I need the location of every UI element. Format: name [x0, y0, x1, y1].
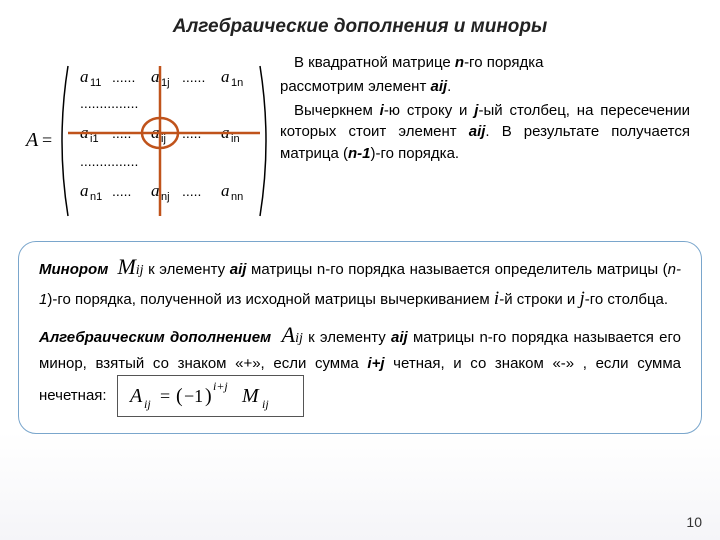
svg-text:a: a	[151, 181, 160, 200]
M-symbol: M	[117, 254, 135, 279]
ij-sub: ij	[295, 331, 303, 346]
t: рассмотрим элемент	[280, 78, 430, 95]
A-symbol: A	[282, 322, 295, 347]
aij: aij	[391, 329, 408, 346]
t: )-го порядка.	[371, 145, 460, 162]
nm1: n-1	[348, 145, 371, 162]
svg-text:......: ......	[112, 69, 135, 85]
t: )-го порядка, полученной из исходной мат…	[47, 291, 494, 308]
formula-box: A ij = ( −1 ) i+j M ij	[117, 375, 304, 417]
alg-def: Алгебраическим дополнением Aij к элемент…	[39, 318, 681, 417]
svg-text:in: in	[231, 133, 240, 145]
intro-text: В квадратной матрице n-го порядка рассмо…	[280, 48, 690, 233]
svg-text:.....: .....	[112, 183, 131, 199]
ij-sub: ij	[136, 263, 144, 278]
svg-text:M: M	[241, 385, 260, 407]
t: -й строки и	[499, 291, 579, 308]
svg-text:nj: nj	[161, 191, 170, 203]
page-title: Алгебраические дополнения и миноры	[0, 0, 720, 48]
svg-text:i1: i1	[90, 133, 99, 145]
t: Вычеркнем	[294, 102, 380, 119]
svg-text:1j: 1j	[161, 77, 170, 89]
ipj: i+j	[367, 355, 384, 372]
svg-text:ij: ij	[262, 397, 269, 411]
svg-text:=: =	[42, 130, 52, 150]
matrix-svg: A = a11 ...... a1j ...... a1n ..........…	[20, 48, 280, 233]
t: В квадратной матрице	[294, 54, 455, 71]
svg-text:a: a	[80, 181, 89, 200]
formula-svg: A ij = ( −1 ) i+j M ij	[128, 378, 293, 412]
page-number: 10	[686, 514, 702, 530]
svg-text:n1: n1	[90, 191, 102, 203]
t: к элементу	[308, 329, 391, 346]
t: матрицы n-го порядка называется определи…	[251, 261, 668, 278]
aij: aij	[230, 261, 247, 278]
t: .	[447, 78, 451, 95]
svg-text:a: a	[221, 181, 230, 200]
svg-text:ij: ij	[161, 133, 166, 145]
svg-text:a: a	[151, 67, 160, 86]
svg-text:(: (	[176, 385, 183, 407]
svg-text:......: ......	[182, 69, 205, 85]
aij: aij	[469, 123, 486, 140]
svg-text:=: =	[160, 386, 170, 406]
svg-text:a: a	[221, 67, 230, 86]
svg-text:...............: ...............	[80, 95, 138, 111]
svg-text:A: A	[24, 129, 39, 151]
minor-label: Минором	[39, 261, 108, 278]
t: к элементу	[148, 261, 230, 278]
t: -го столбца.	[585, 291, 668, 308]
svg-text:1n: 1n	[231, 77, 243, 89]
svg-text:i+j: i+j	[213, 379, 228, 393]
n: n	[455, 54, 464, 71]
svg-text:...............: ...............	[80, 153, 138, 169]
svg-text:.....: .....	[182, 183, 201, 199]
svg-text:−1: −1	[184, 386, 203, 406]
svg-text:): )	[205, 385, 212, 407]
t: -го порядка	[464, 54, 543, 71]
alg-label: Алгебраическим дополнением	[39, 329, 271, 346]
minor-def: Минором Mij к элементу aij матрицы n-го …	[39, 250, 681, 314]
svg-text:a: a	[80, 67, 89, 86]
aij: aij	[430, 78, 447, 95]
definitions-box: Минором Mij к элементу aij матрицы n-го …	[18, 241, 702, 434]
t: -ю строку и	[384, 102, 474, 119]
matrix-figure: A = a11 ...... a1j ...... a1n ..........…	[20, 48, 280, 233]
svg-text:ij: ij	[144, 397, 151, 411]
svg-text:nn: nn	[231, 191, 243, 203]
svg-text:A: A	[128, 385, 143, 407]
intro-row: A = a11 ...... a1j ...... a1n ..........…	[0, 48, 720, 233]
svg-text:11: 11	[90, 77, 101, 89]
